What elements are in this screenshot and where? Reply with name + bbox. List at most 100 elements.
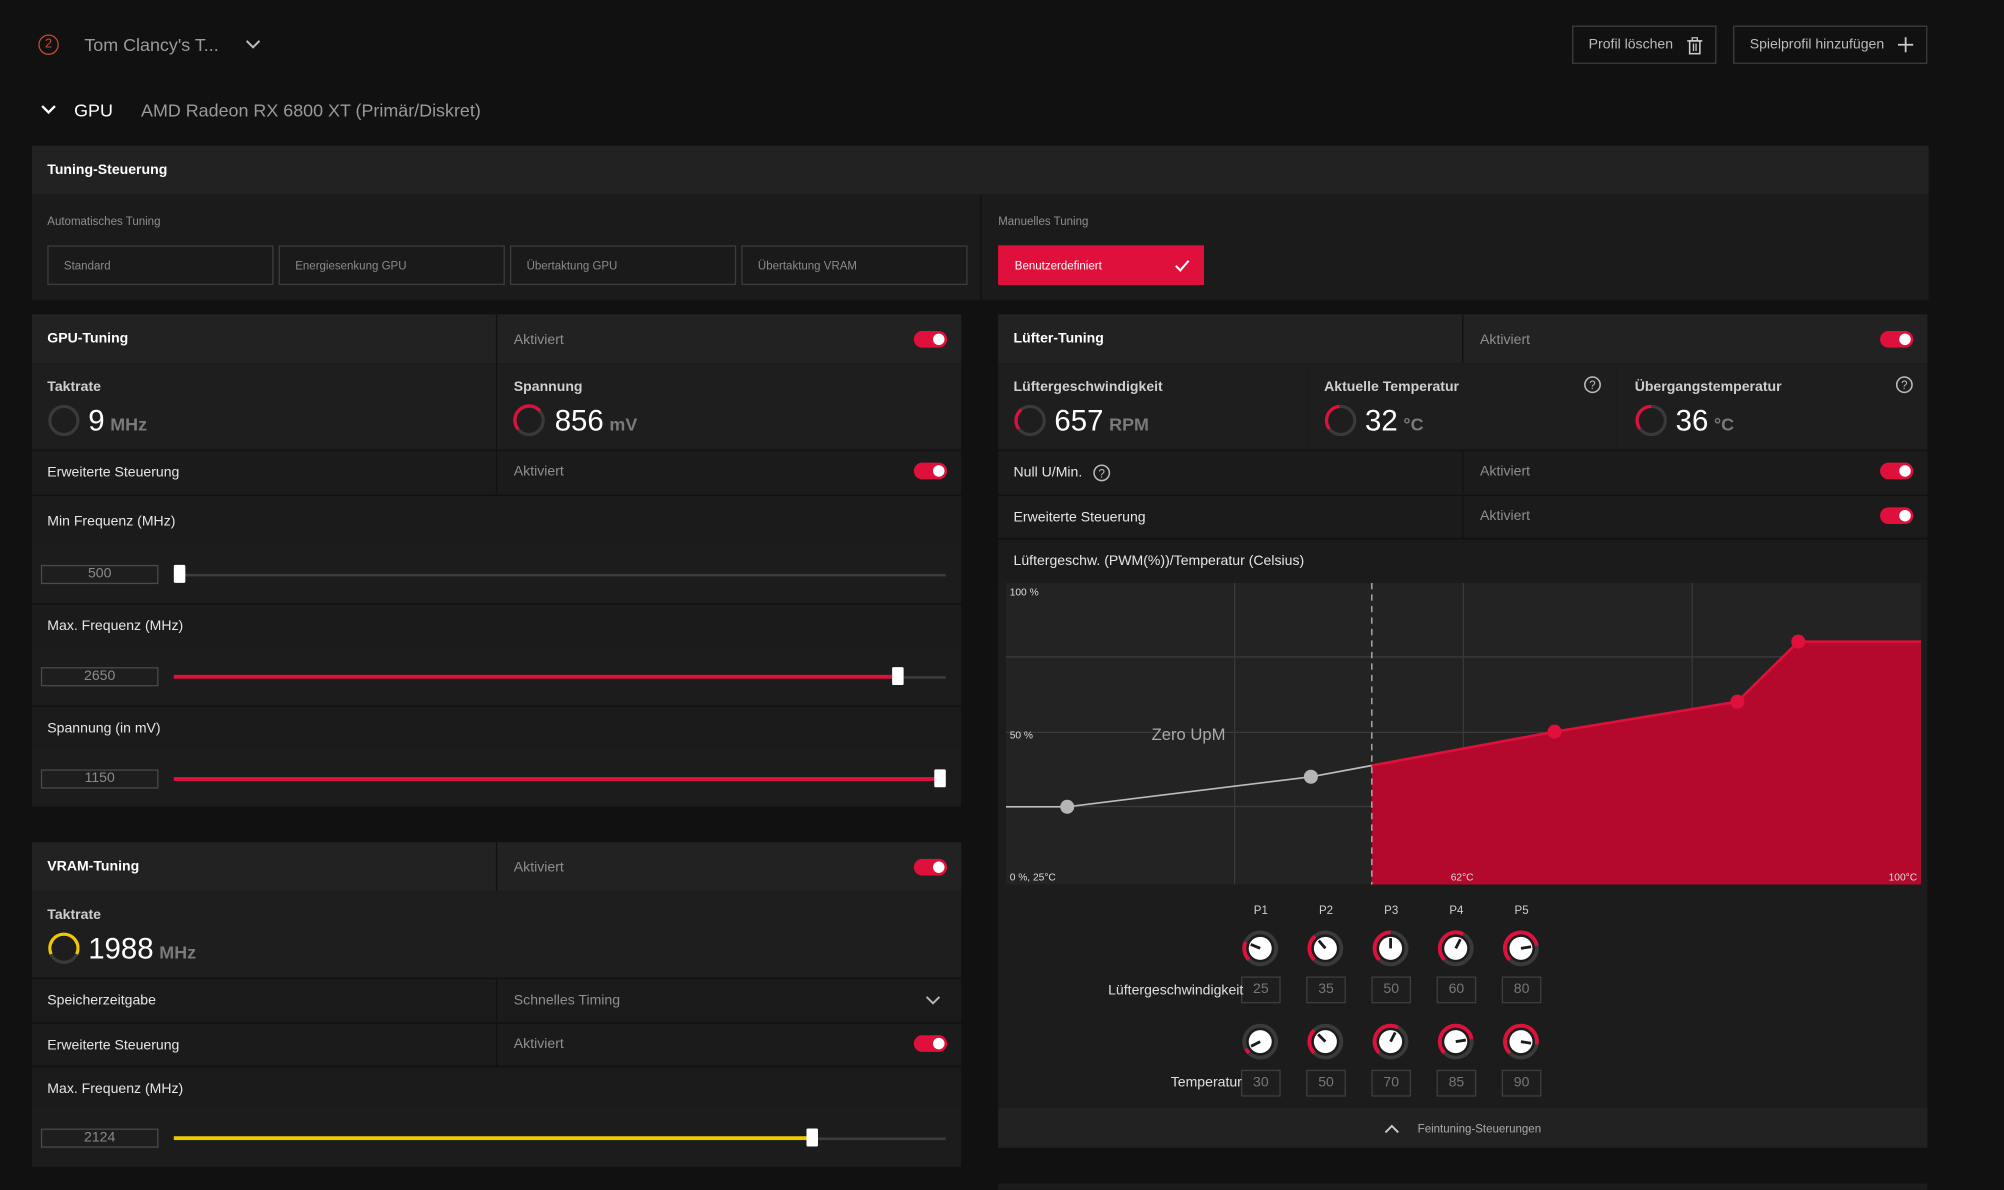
gpu-voltage-unit: mV [609,414,638,435]
fan-advanced-toggle[interactable] [1880,507,1914,525]
vram-max-freq-label: Max. Frequenz (MHz) [47,1080,184,1096]
tuning-overclock-vram-button[interactable]: Übertaktung VRAM [741,245,968,286]
speed-value-input[interactable]: 50 [1371,976,1412,1004]
fine-tune-toggle-bar[interactable]: Feintuning-Steuerungen [998,1108,1928,1148]
fan-curve-chart[interactable]: 100 % 50 % 0 %, 25°C 62°C 100°C Zero UpM [1005,582,1921,885]
memory-timing-select[interactable]: Schnelles Timing [497,979,961,1021]
temp-knob-p3[interactable] [1371,1022,1409,1060]
gpu-clock-metric [31,364,496,449]
min-freq-track[interactable] [173,573,946,577]
fan-tuning-toggle[interactable] [1880,331,1914,348]
gpu-voltage-label: Spannung [513,379,583,395]
speed-knob-p1[interactable] [1241,929,1279,967]
junction-temp-metric [1618,364,1928,449]
max-freq-fill [173,674,892,679]
speed-value-input[interactable]: 25 [1241,976,1281,1004]
speed-value-input[interactable]: 80 [1501,976,1542,1004]
voltage-slider-thumb[interactable] [934,769,946,788]
checkmark-icon [1175,260,1190,272]
tuning-overclock-gpu-button[interactable]: Übertaktung GPU [509,245,737,286]
fan-curve-title-row: Lüftergeschw. (PWM(%))/Temperatur (Celsi… [998,538,1928,582]
clock-gauge-icon [48,404,80,437]
tuning-custom-button[interactable]: Benutzerdefiniert [998,245,1204,286]
speed-knob-p3[interactable] [1371,929,1409,967]
point-label: P3 [1384,903,1399,917]
gpu-voltage-readout: 856 mV [555,404,638,439]
curve-point-p5 [1791,634,1806,649]
profile-number-icon: 2 [38,34,59,55]
temp-value-input[interactable]: 90 [1501,1069,1542,1097]
temp-knob-p4[interactable] [1437,1022,1475,1060]
temp-knob-p1[interactable] [1241,1022,1279,1060]
max-freq-row: Max. Frequenz (MHz) [31,603,962,647]
help-icon[interactable]: ? [1584,376,1602,394]
fan-curve-area [1371,641,1921,885]
chevron-down-icon [925,996,941,1005]
gpu-tuning-toggle[interactable] [913,331,948,348]
temp-value-input[interactable]: 30 [1241,1069,1281,1097]
speed-knob-p2[interactable] [1306,929,1344,967]
fan-curve-zero-segment [1005,764,1372,808]
auto-tuning-label: Automatisches Tuning [47,214,161,228]
zero-rpm-toggle[interactable] [1880,462,1914,480]
vram-clock-label: Taktrate [47,907,101,923]
temp-knob-p5[interactable] [1502,1022,1540,1060]
add-profile-label: Spielprofil hinzufügen [1749,37,1885,53]
tuning-control-title: Tuning-Steuerung [31,145,1929,195]
tuning-option-label: Standard [63,258,111,272]
temp-knob-p2[interactable] [1306,1022,1344,1060]
speed-value-input[interactable]: 60 [1436,976,1477,1004]
x-tick-label: 62°C [1451,873,1474,884]
vram-tuning-toggle[interactable] [913,858,948,876]
divider [980,194,982,301]
next-panel-edge [998,1183,1928,1190]
help-icon[interactable]: ? [1093,463,1111,481]
trash-icon [1687,37,1703,55]
chevron-up-icon [1385,1124,1400,1133]
fan-advanced-status: Aktiviert [1480,508,1531,525]
vram-tuning-panel: VRAM-Tuning Aktiviert Taktrate 1988 MHz … [31,842,962,1167]
vram-max-freq-row: Max. Frequenz (MHz) [31,1065,962,1110]
temp-value-input[interactable]: 85 [1436,1069,1477,1097]
gpu-section-header[interactable]: GPU AMD Radeon RX 6800 XT (Primär/Diskre… [41,100,481,120]
chevron-down-icon [246,40,261,49]
max-freq-slider-thumb[interactable] [891,667,904,686]
add-game-profile-button[interactable]: Spielprofil hinzufügen [1733,25,1928,64]
vram-max-freq-slider-thumb[interactable] [806,1128,819,1147]
speed-value-input[interactable]: 35 [1306,976,1346,1004]
tuning-standard-button[interactable]: Standard [47,245,274,286]
divider [495,314,498,450]
gpu-advanced-label: Erweiterte Steuerung [47,464,180,480]
speed-knob-p5[interactable] [1502,929,1540,967]
game-profile-selector[interactable]: Tom Clancy's T... [84,35,262,55]
help-icon[interactable]: ? [1895,376,1913,394]
fan-tuning-status: Aktiviert [1480,332,1531,348]
min-freq-input[interactable]: 500 [40,564,159,585]
current-temp-value: 32 [1365,403,1398,438]
voltage-row: Spannung (in mV) [31,705,962,749]
vram-max-freq-input[interactable]: 2124 [40,1128,159,1148]
vram-clock-value: 1988 [88,931,154,965]
gpu-clock-label: Taktrate [47,379,101,395]
gpu-voltage-value: 856 [554,403,604,438]
max-freq-input[interactable]: 2650 [40,667,159,687]
curve-point-p4 [1730,694,1745,709]
x-tick-label: 100°C [1889,873,1918,884]
voltage-input[interactable]: 1150 [40,769,159,789]
svg-text:?: ? [1098,468,1104,480]
y-tick-label: 50 % [1010,731,1033,742]
gpu-clock-readout: 9 MHz [88,404,147,439]
tuning-option-label: Energiesenkung GPU [295,258,407,272]
vram-advanced-toggle[interactable] [913,1035,948,1052]
tuning-power-saving-button[interactable]: Energiesenkung GPU [278,245,505,286]
min-freq-slider-thumb[interactable] [173,564,186,583]
zero-rpm-region-label: Zero UpM [1152,725,1226,744]
tuning-control-panel: Tuning-Steuerung Automatisches Tuning St… [31,145,1929,301]
delete-profile-button[interactable]: Profil löschen [1572,25,1717,64]
vram-clock-metric [31,892,962,978]
voltage-fill [173,777,946,781]
gpu-advanced-toggle[interactable] [913,462,948,480]
speed-knob-p4[interactable] [1437,929,1475,967]
temp-value-input[interactable]: 50 [1306,1069,1346,1097]
temp-value-input[interactable]: 70 [1371,1069,1412,1097]
